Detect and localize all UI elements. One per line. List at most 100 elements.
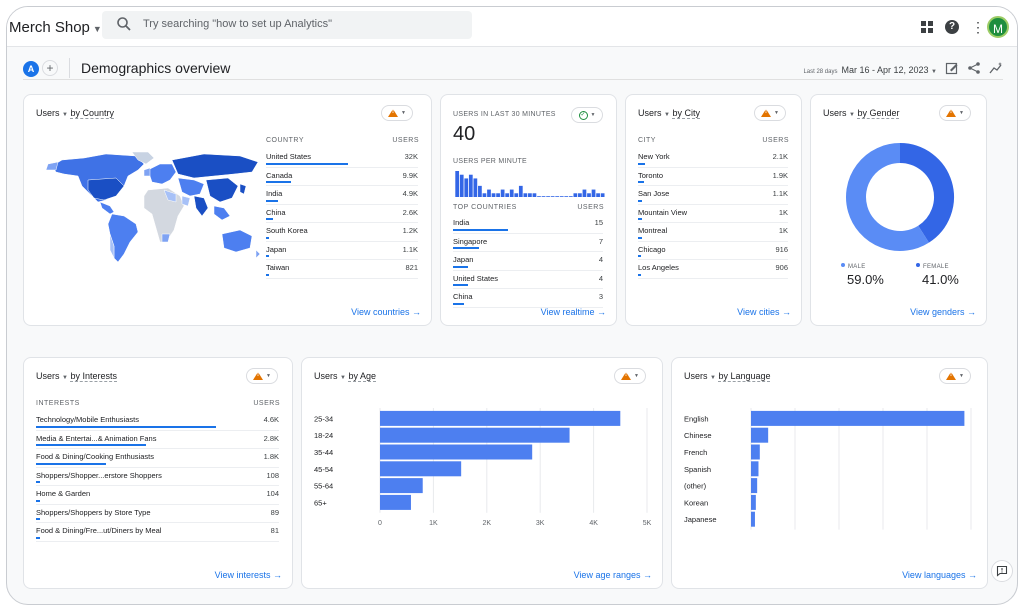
dimension-label: by Language — [718, 371, 771, 381]
table-row[interactable]: Canada 9.9K — [266, 168, 418, 186]
column-header-interests: INTERESTS — [36, 400, 80, 407]
row-value: 1.2K — [402, 226, 418, 235]
table-row[interactable]: India 15 — [453, 215, 603, 234]
bar — [751, 410, 965, 426]
insights-icon[interactable] — [989, 61, 1003, 75]
card-title[interactable]: Users ▼ by City — [638, 108, 700, 118]
view-age-ranges-link[interactable]: View age ranges → — [574, 570, 652, 580]
warning-chip[interactable]: ▼ — [381, 105, 413, 121]
table-row[interactable]: Taiwan 821 — [266, 260, 418, 279]
row-value: 4 — [598, 255, 603, 264]
table-row[interactable]: Shoppers/Shoppers by Store Type 89 — [36, 505, 279, 523]
table-row[interactable]: Technology/Mobile Enthusiasts 4.6K — [36, 412, 279, 431]
table-row[interactable]: Home & Garden 104 — [36, 486, 279, 505]
table-row[interactable]: Japan 4 — [453, 252, 603, 271]
view-cities-link[interactable]: View cities → — [737, 307, 791, 317]
warning-icon — [388, 109, 399, 117]
column-header-top-countries: TOP COUNTRIES — [453, 204, 517, 211]
table-row[interactable]: China 2.6K — [266, 205, 418, 223]
view-languages-link[interactable]: View languages → — [902, 570, 977, 580]
caret-down-icon: ▼ — [62, 112, 68, 118]
per-minute-bar — [459, 174, 464, 197]
table-row[interactable]: India 4.9K — [266, 186, 418, 205]
card-title[interactable]: Users ▼ by Country — [36, 108, 114, 118]
warning-chip[interactable]: ▼ — [939, 368, 971, 384]
caret-down-icon: ▼ — [664, 112, 670, 118]
table-row[interactable]: United States 32K — [266, 149, 418, 168]
bar — [380, 494, 411, 510]
arrow-right-icon: → — [597, 307, 606, 317]
category-label: French — [684, 448, 707, 457]
share-icon[interactable] — [967, 61, 981, 75]
table-row[interactable]: United States 4 — [453, 271, 603, 289]
per-minute-bar — [514, 193, 519, 197]
column-header-users: USERS — [392, 137, 419, 144]
caret-down-icon: ▼ — [62, 375, 68, 381]
view-interests-link[interactable]: View interests → — [215, 570, 282, 580]
warning-chip[interactable]: ▼ — [939, 105, 971, 121]
per-minute-bar — [528, 193, 532, 197]
date-range-selector[interactable]: Last 28 days Mar 16 - Apr 12, 2023 ▼ — [803, 65, 937, 75]
card-title[interactable]: Users ▼ by Interests — [36, 371, 117, 381]
table-row[interactable]: South Korea 1.2K — [266, 223, 418, 242]
male-value: 59.0% — [847, 272, 884, 287]
card-title[interactable]: Users ▼ by Language — [684, 371, 771, 381]
avatar[interactable]: M — [987, 16, 1009, 38]
search-box[interactable]: Try searching "how to set up Analytics" — [102, 11, 472, 39]
table-row[interactable]: Los Angeles 906 — [638, 260, 788, 279]
table-row[interactable]: New York 2.1K — [638, 149, 788, 168]
row-value: 4 — [598, 273, 603, 283]
table-row[interactable]: Food & Dining/Cooking Enthusiasts 1.8K — [36, 449, 279, 468]
warning-chip[interactable]: ▼ — [246, 368, 278, 384]
table-row[interactable]: San Jose 1.1K — [638, 186, 788, 205]
table-row[interactable]: Japan 1.1K — [266, 242, 418, 260]
x-tick-label: 2K — [483, 520, 492, 527]
table-row[interactable]: Singapore 7 — [453, 234, 603, 252]
warning-chip[interactable]: ▼ — [754, 105, 786, 121]
caret-down-icon: ▼ — [92, 24, 102, 34]
row-value: 4.6K — [263, 415, 279, 424]
view-countries-link[interactable]: View countries → — [351, 307, 421, 317]
dimension-label: by City — [672, 108, 701, 118]
table-row[interactable]: Media & Entertai...& Animation Fans 2.8K — [36, 431, 279, 449]
arrow-right-icon: → — [967, 307, 976, 317]
female-value: 41.0% — [922, 272, 959, 287]
row-bar — [36, 425, 216, 428]
view-genders-link[interactable]: View genders → — [910, 307, 976, 317]
help-icon[interactable]: ? — [945, 20, 959, 34]
top-icons: ? ⋮ M — [921, 15, 1009, 39]
row-label: Mountain View — [638, 207, 688, 217]
row-value: 1K — [778, 226, 788, 235]
table-row[interactable]: Chicago 916 — [638, 242, 788, 260]
card-title[interactable]: Users ▼ by Age — [314, 371, 376, 381]
metric-label: Users — [36, 371, 60, 381]
apps-grid-icon[interactable] — [921, 21, 933, 33]
feedback-button[interactable] — [991, 560, 1013, 582]
gender-card: Users ▼ by Gender ▼ MALE 59.0% FEMALE 41… — [810, 94, 987, 326]
add-comparison-button[interactable]: + — [42, 60, 58, 76]
table-row[interactable]: Food & Dining/Fre...ut/Diners by Meal 81 — [36, 523, 279, 542]
card-title[interactable]: Users ▼ by Gender — [823, 108, 900, 118]
page-title: Demographics overview — [81, 60, 231, 76]
segment-chip[interactable]: A — [23, 61, 39, 77]
row-bar — [453, 228, 508, 231]
row-label: India — [266, 189, 283, 198]
bar — [751, 478, 758, 494]
table-row[interactable]: Montreal 1K — [638, 223, 788, 242]
table-row[interactable]: China 3 — [453, 289, 603, 308]
table-row[interactable]: Mountain View 1K — [638, 205, 788, 223]
row-bar — [266, 273, 269, 276]
property-selector[interactable]: Merch Shop ▼ — [9, 19, 102, 36]
customize-report-icon[interactable] — [945, 61, 959, 75]
report-actions — [945, 61, 1003, 75]
row-label: San Jose — [638, 189, 670, 198]
warning-chip[interactable]: ▼ — [614, 368, 646, 384]
status-chip[interactable]: ✓ ▼ — [571, 107, 603, 123]
table-row[interactable]: Shoppers/Shopper...erstore Shoppers 108 — [36, 468, 279, 486]
column-header-users: USERS — [253, 400, 280, 407]
per-minute-bar — [500, 189, 505, 197]
male-label: MALE — [848, 264, 866, 270]
table-row[interactable]: Toronto 1.9K — [638, 168, 788, 186]
more-vert-icon[interactable]: ⋮ — [971, 19, 985, 35]
view-realtime-link[interactable]: View realtime → — [541, 307, 606, 317]
